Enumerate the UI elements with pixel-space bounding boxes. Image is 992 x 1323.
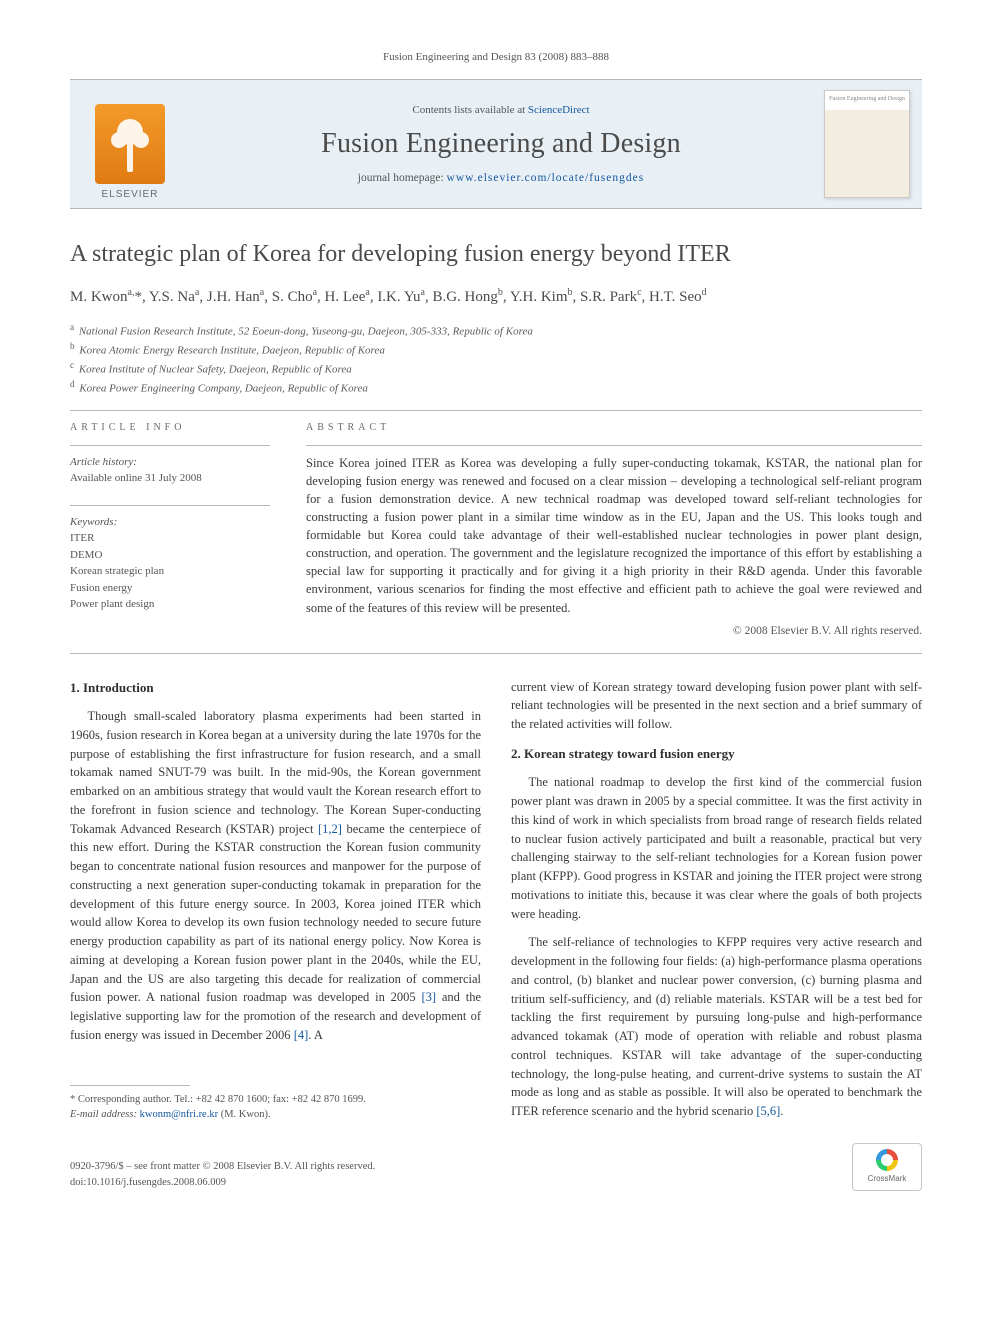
abstract-column: ABSTRACT Since Korea joined ITER as Kore…	[306, 421, 922, 639]
paragraph: current view of Korean strategy toward d…	[511, 678, 922, 734]
article-history: Article history: Available online 31 Jul…	[70, 454, 270, 487]
copyright-line: © 2008 Elsevier B.V. All rights reserved…	[306, 623, 922, 639]
abstract-heading: ABSTRACT	[306, 421, 922, 435]
crossmark-badge[interactable]: CrossMark	[852, 1143, 922, 1191]
sciencedirect-link[interactable]: ScienceDirect	[528, 104, 590, 116]
citation-link[interactable]: [5,6]	[756, 1104, 780, 1118]
email-tail: (M. Kwon).	[218, 1109, 271, 1120]
crossmark-label: CrossMark	[868, 1173, 907, 1184]
author-list: M. Kwona,*, Y.S. Naa, J.H. Hana, S. Choa…	[70, 285, 922, 309]
article-title: A strategic plan of Korea for developing…	[70, 239, 922, 269]
divider	[70, 505, 270, 506]
page-footer: 0920-3796/$ – see front matter © 2008 El…	[70, 1143, 922, 1191]
keyword: Fusion energy	[70, 580, 270, 597]
divider	[306, 445, 922, 446]
footnote-text: Corresponding author. Tel.: +82 42 870 1…	[75, 1094, 366, 1105]
section-heading-2: 2. Korean strategy toward fusion energy	[511, 744, 922, 764]
affiliation-line: d Korea Power Engineering Company, Daeje…	[70, 378, 922, 397]
keyword: DEMO	[70, 547, 270, 564]
paragraph: The national roadmap to develop the firs…	[511, 773, 922, 923]
keywords-list: ITERDEMOKorean strategic planFusion ener…	[70, 530, 270, 613]
section-heading-1: 1. Introduction	[70, 678, 481, 698]
history-line: Available online 31 July 2008	[70, 470, 270, 487]
divider	[70, 445, 270, 446]
publisher-wordmark: ELSEVIER	[102, 188, 159, 202]
keywords-block: Keywords: ITERDEMOKorean strategic planF…	[70, 514, 270, 613]
body-text: Though small-scaled laboratory plasma ex…	[70, 709, 481, 836]
citation-link[interactable]: [4]	[294, 1028, 309, 1042]
keyword: Korean strategic plan	[70, 563, 270, 580]
issn-doi-block: 0920-3796/$ – see front matter © 2008 El…	[70, 1159, 375, 1191]
history-label: Article history:	[70, 454, 270, 471]
body-text: .	[780, 1104, 783, 1118]
body-text: current view of Korean strategy toward d…	[511, 680, 922, 732]
paragraph: The self-reliance of technologies to KFP…	[511, 933, 922, 1121]
abstract-text: Since Korea joined ITER as Korea was dev…	[306, 454, 922, 617]
crossmark-icon	[876, 1149, 898, 1171]
issn-line: 0920-3796/$ – see front matter © 2008 El…	[70, 1159, 375, 1175]
article-info-column: ARTICLE INFO Article history: Available …	[70, 421, 270, 639]
keyword: ITER	[70, 530, 270, 547]
body-text: . A	[308, 1028, 323, 1042]
journal-homepage-link[interactable]: www.elsevier.com/locate/fusengdes	[447, 172, 645, 184]
info-abstract-row: ARTICLE INFO Article history: Available …	[70, 421, 922, 639]
citation-link[interactable]: [1,2]	[318, 822, 342, 836]
header-center: Contents lists available at ScienceDirec…	[190, 80, 812, 208]
body-text: The national roadmap to develop the firs…	[511, 775, 922, 920]
email-link[interactable]: kwonm@nfri.re.kr	[140, 1109, 218, 1120]
contents-available-line: Contents lists available at ScienceDirec…	[412, 103, 589, 118]
running-head: Fusion Engineering and Design 83 (2008) …	[70, 50, 922, 65]
journal-cover-thumb: Fusion Engineering and Design	[824, 90, 910, 198]
body-text: became the centerpiece of this new effor…	[70, 822, 481, 1005]
affiliation-line: c Korea Institute of Nuclear Safety, Dae…	[70, 359, 922, 378]
body-text: The self-reliance of technologies to KFP…	[511, 935, 922, 1118]
page: Fusion Engineering and Design 83 (2008) …	[0, 0, 992, 1231]
keyword: Power plant design	[70, 596, 270, 613]
divider	[70, 653, 922, 654]
journal-homepage-line: journal homepage: www.elsevier.com/locat…	[358, 170, 644, 186]
elsevier-tree-icon	[95, 104, 165, 184]
contents-prefix: Contents lists available at	[412, 104, 527, 116]
body-columns: 1. Introduction Though small-scaled labo…	[70, 678, 922, 1131]
paragraph: Though small-scaled laboratory plasma ex…	[70, 707, 481, 1045]
publisher-logo: ELSEVIER	[70, 80, 190, 208]
affiliations: a National Fusion Research Institute, 52…	[70, 321, 922, 398]
article-info-heading: ARTICLE INFO	[70, 421, 270, 435]
divider	[70, 410, 922, 411]
homepage-prefix: journal homepage:	[358, 172, 447, 184]
affiliation-line: a National Fusion Research Institute, 52…	[70, 321, 922, 340]
affiliation-line: b Korea Atomic Energy Research Institute…	[70, 340, 922, 359]
journal-cover-cell: Fusion Engineering and Design	[812, 80, 922, 208]
doi-line: doi:10.1016/j.fusengdes.2008.06.009	[70, 1175, 375, 1191]
keywords-label: Keywords:	[70, 514, 270, 531]
email-label: E-mail address:	[70, 1109, 140, 1120]
citation-link[interactable]: [3]	[421, 990, 436, 1004]
footnote-separator	[70, 1085, 190, 1086]
journal-header-band: ELSEVIER Contents lists available at Sci…	[70, 79, 922, 209]
journal-name: Fusion Engineering and Design	[321, 124, 681, 163]
corresponding-author-footnote: * Corresponding author. Tel.: +82 42 870…	[70, 1092, 481, 1124]
